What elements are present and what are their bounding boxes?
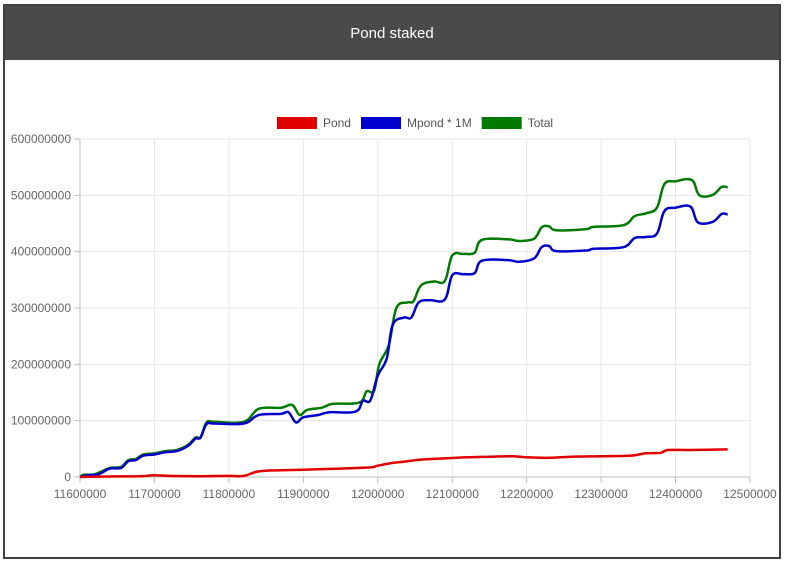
panel-title: Pond staked	[350, 24, 434, 42]
legend-swatch-total	[481, 117, 522, 129]
x-tick-label: 11900000	[277, 487, 330, 501]
series-line-mpond-1m	[79, 204, 728, 479]
y-tick-label: 400000000	[11, 245, 71, 259]
y-tick-label: 300000000	[11, 301, 71, 315]
series-line-total	[79, 177, 728, 479]
legend-swatch-mpond-1m	[360, 117, 401, 129]
series-line-pond	[79, 448, 728, 479]
x-tick-label: 11800000	[203, 487, 256, 501]
y-tick-label: 0	[64, 470, 71, 484]
x-tick-label: 11600000	[54, 487, 107, 501]
x-tick-label: 12500000	[723, 487, 777, 501]
y-tick-label: 600000000	[11, 132, 71, 146]
legend-label-mpond-1m: Mpond * 1M	[407, 116, 472, 130]
x-tick-label: 11700000	[128, 487, 181, 501]
x-tick-label: 12300000	[574, 487, 628, 501]
chart-panel: Pond staked	[3, 4, 781, 559]
legend-label-total: Total	[528, 116, 553, 130]
legend-label-pond: Pond	[323, 116, 351, 130]
x-tick-label: 12100000	[426, 487, 480, 501]
y-tick-label: 500000000	[11, 188, 71, 202]
y-tick-label: 100000000	[11, 414, 71, 428]
panel-header: Pond staked	[5, 6, 779, 60]
y-tick-label: 200000000	[11, 357, 71, 371]
x-tick-label: 12000000	[351, 487, 405, 501]
x-tick-label: 12400000	[649, 487, 703, 501]
legend-swatch-pond	[276, 117, 317, 129]
x-tick-label: 12200000	[500, 487, 554, 501]
